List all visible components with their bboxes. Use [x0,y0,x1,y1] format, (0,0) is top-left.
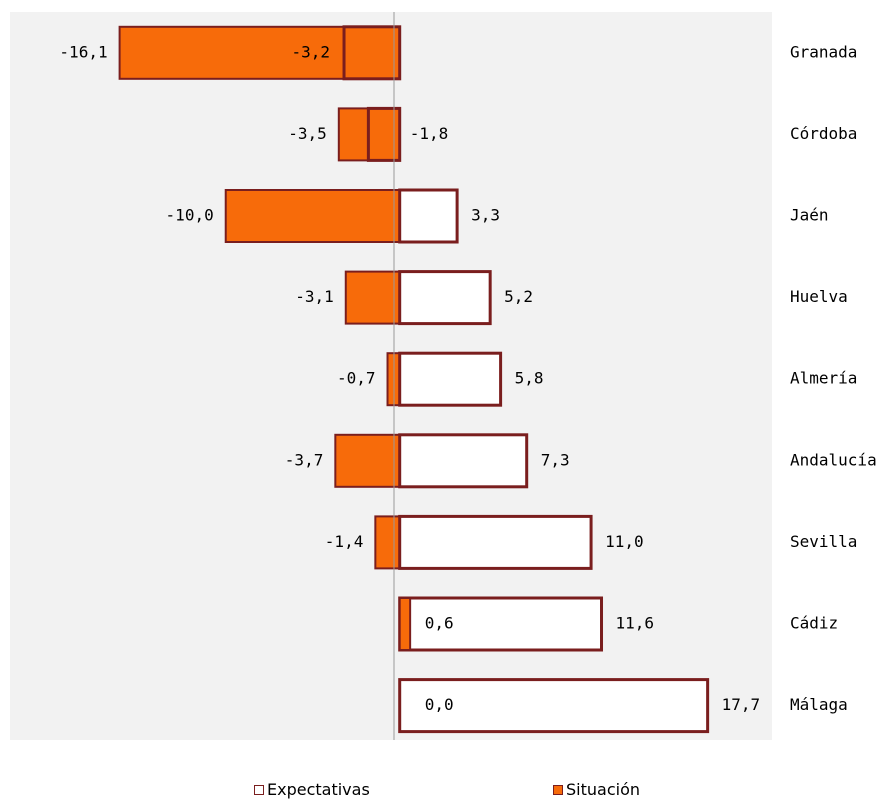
legend-swatch-expectativas [254,784,264,795]
bar-situacion-jaen [224,189,401,243]
label-expectativas-granada: -3,2 [291,42,330,61]
legend-swatch-situacion [553,784,563,795]
legend-label-expectativas: Expectativas [267,780,370,799]
bar-expectativas-almeria [398,351,503,407]
legend-label-situacion: Situación [566,780,640,799]
label-expectativas-sevilla: 11,0 [605,532,644,551]
bar-expectativas-sevilla [398,514,593,570]
label-expectativas-cadiz: 11,6 [616,614,655,633]
label-expectativas-jaen: 3,3 [471,206,500,225]
label-expectativas-cordoba: -1,8 [410,124,449,143]
labels-group: -16,1 -3,2 Granada -3,5 -1,8 Córdoba -10,0 3,3 J… [59,42,876,714]
label-situacion-huelva: -3,1 [295,287,334,306]
legend-item-expectativas: Expectativas [254,780,370,799]
bar-expectativas-cordoba [366,106,402,162]
bar-expectativas-jaen [398,188,459,244]
bar-expectativas-granada [342,25,402,81]
chart: -16,1 -3,2 Granada -3,5 -1,8 Córdoba -10,0 3,3 J… [10,12,877,740]
bar-situacion-andalucia [334,433,401,488]
label-expectativas-huelva: 5,2 [504,287,533,306]
legend: Expectativas Situación [0,780,890,803]
label-expectativas-almeria: 5,8 [515,369,544,388]
label-situacion-malaga: 0,0 [425,695,454,714]
label-situacion-cadiz: 0,6 [425,614,454,633]
bar-expectativas-huelva [398,270,492,326]
legend-item-situacion: Situación [553,780,640,799]
category-label-cadiz: Cádiz [790,614,838,633]
category-label-jaen: Jaén [790,206,829,225]
bar-expectativas-malaga [398,678,710,734]
label-situacion-jaen: -10,0 [166,206,214,225]
bar-situacion-huelva [344,270,401,325]
category-label-andalucia: Andalucía [790,450,877,469]
category-label-sevilla: Sevilla [790,532,857,551]
bar-situacion-overlay-cadiz [398,597,412,651]
category-label-malaga: Málaga [790,695,848,714]
label-situacion-sevilla: -1,4 [325,532,364,551]
label-expectativas-andalucia: 7,3 [541,450,570,469]
bar-situacion-sevilla [374,515,401,570]
bars-group [118,25,710,734]
category-label-huelva: Huelva [790,287,848,306]
label-situacion-granada: -16,1 [59,42,107,61]
bar-expectativas-andalucia [398,433,529,489]
bar-situacion-granada [118,25,401,80]
label-expectativas-malaga: 17,7 [722,695,761,714]
label-situacion-andalucia: -3,7 [285,450,324,469]
category-label-granada: Granada [790,42,857,61]
category-label-almeria: Almería [790,369,857,388]
label-situacion-almeria: -0,7 [337,369,376,388]
label-situacion-cordoba: -3,5 [288,124,327,143]
category-label-cordoba: Córdoba [790,124,857,143]
